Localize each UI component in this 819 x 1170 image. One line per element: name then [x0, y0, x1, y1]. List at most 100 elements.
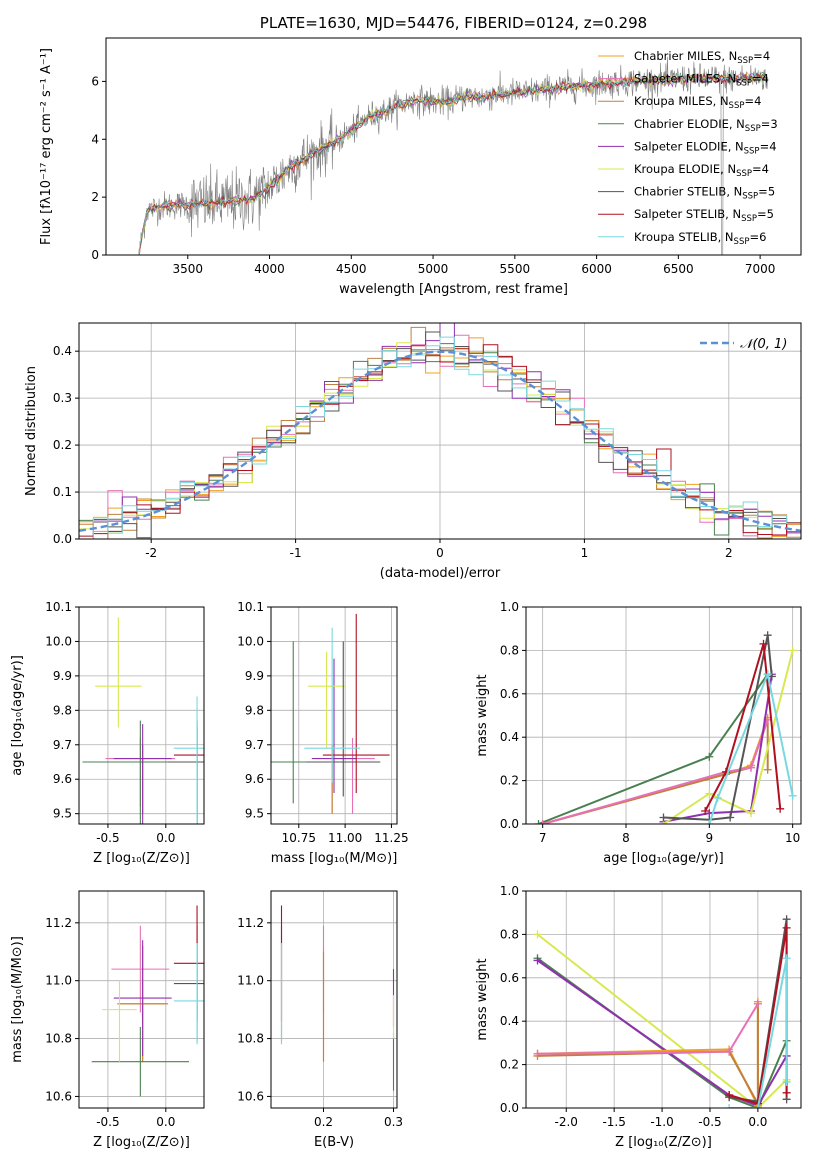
axes-frame — [270, 890, 398, 1109]
data-point — [776, 804, 785, 813]
plot-area-spectrum — [138, 56, 769, 255]
legend-name: Salpeter STELIB, N — [634, 207, 741, 221]
data-point — [763, 631, 772, 640]
y-tick-label: 10.6 — [237, 1089, 264, 1103]
plot-area-age_vs_mass — [271, 613, 390, 814]
series-line — [708, 670, 794, 824]
series-line — [536, 933, 788, 1108]
y-tick-label: 9.9 — [245, 669, 264, 683]
model-spectrum-kroupa_stelib — [138, 71, 768, 254]
y-tick-label: 6 — [91, 74, 99, 88]
series-line — [536, 959, 788, 1108]
y-axis-label: mass weight — [475, 674, 490, 756]
errorbar-kroupa_elodie — [102, 980, 137, 1062]
y-tick-label: 9.7 — [245, 738, 264, 752]
x-tick-label: 9 — [706, 831, 714, 845]
y-tick-label: 0.2 — [53, 438, 72, 452]
data-point — [782, 915, 791, 924]
data-point — [726, 813, 735, 822]
data-point — [705, 789, 714, 798]
legend-n: 5 — [767, 207, 774, 221]
axes-mass_vs_Z: -0.5 0.0 10.6 10.8 11.0 11.2 Z [log₁₀(Z/Z⊙)] ma… — [10, 890, 205, 1150]
plot-area-residuals — [79, 323, 801, 539]
data-point — [533, 930, 542, 939]
y-tick-label: 10.6 — [45, 1089, 72, 1103]
data-point — [753, 1104, 762, 1108]
y-tick-label: 0.8 — [500, 643, 519, 657]
data-point — [713, 793, 722, 802]
x-tick-label: 4500 — [336, 262, 367, 276]
x-tick-label: 11.00 — [328, 831, 362, 845]
x-tick-label: 8 — [622, 831, 630, 845]
legend-entry: Chabrier STELIB, NSSP=5 — [634, 185, 775, 202]
y-tick-label: 9.6 — [53, 772, 72, 786]
data-point — [782, 1088, 791, 1097]
legend-n: 6 — [759, 230, 766, 244]
x-tick-label: -0.5 — [698, 1115, 721, 1129]
y-tick-label: 9.9 — [53, 669, 72, 683]
y-tick-label: 0.0 — [53, 532, 72, 546]
legend-name: Chabrier STELIB, N — [634, 185, 742, 199]
series-line — [704, 643, 782, 812]
legend-n: 4 — [754, 94, 761, 108]
legend-entry: Kroupa MILES, NSSP=4 — [634, 94, 761, 111]
y-axis-label: Normed distribution — [24, 366, 39, 496]
legend-eq: = — [744, 94, 754, 108]
x-tick-label: 0.0 — [156, 1115, 175, 1129]
x-tick-label: 10.75 — [282, 831, 316, 845]
legend-sub: SSP — [745, 124, 761, 134]
errorbar-chabrier_elodie — [91, 1026, 189, 1097]
legend-name: Kroupa ELODIE, N — [634, 162, 736, 176]
errorbar-kroupa_elodie — [95, 617, 142, 728]
axes-residuals: -2 -1 0 1 2 0.0 0.1 0.2 0.3 0.4 (data-model)/error… — [24, 322, 802, 581]
errorbar-chabrier_stelib — [306, 641, 381, 797]
y-tick-label: 10.8 — [45, 1032, 72, 1046]
data-point — [725, 1104, 734, 1108]
y-tick-label: 10.8 — [237, 1032, 264, 1046]
data-point — [725, 1047, 734, 1056]
data-point — [763, 670, 772, 679]
errorbar-kroupa_elodie — [308, 651, 346, 749]
series-chabrier_stelib — [659, 631, 776, 824]
x-tick-label: 7 — [539, 831, 547, 845]
axes-frame — [78, 322, 802, 540]
legend-entry: Kroupa ELODIE, NSSP=4 — [634, 162, 769, 179]
series-line — [729, 958, 788, 1108]
errorbar-salpeter_elodie — [113, 724, 172, 824]
x-axis-label: age [log₁₀(age/yr)] — [603, 851, 724, 866]
axes-massweight_vs_age: 7 8 9 10 0.0 0.2 0.4 0.6 0.8 1.0 age [log₁₀(age/yr… — [475, 600, 802, 866]
legend-sub: SSP — [736, 79, 752, 89]
y-tick-label: 10.0 — [45, 634, 72, 648]
legend-name: Kroupa STELIB, N — [634, 230, 734, 244]
legend-sub: SSP — [729, 101, 745, 111]
axes-frame — [525, 606, 802, 825]
x-tick-label: 0.0 — [156, 831, 175, 845]
data-point — [705, 752, 714, 761]
legend-entry: Salpeter ELODIE, NSSP=4 — [634, 139, 777, 156]
normal-curve — [79, 350, 801, 532]
series-line — [537, 1003, 759, 1055]
y-tick-label: 11.2 — [237, 916, 264, 930]
data-point — [782, 923, 791, 932]
x-tick-label: -1.0 — [650, 1115, 673, 1129]
data-point — [538, 820, 547, 824]
y-tick-label: 0.6 — [500, 971, 519, 985]
errorbar-salpeter_miles — [330, 737, 375, 814]
errorbar-kroupa_stelib — [173, 943, 204, 1045]
data-point — [759, 639, 768, 648]
legend-n: 4 — [763, 49, 770, 63]
x-axis-label: mass [log₁₀(M/M⊙)] — [271, 851, 398, 866]
x-tick-label: 1 — [581, 546, 589, 560]
y-tick-label: 0.4 — [53, 344, 72, 358]
legend-entry: Chabrier ELODIE, NSSP=3 — [634, 117, 778, 134]
y-axis-label: age [log₁₀(age/yr)] — [10, 655, 25, 776]
y-tick-label: 0.2 — [500, 1058, 519, 1072]
series-line — [663, 674, 773, 823]
errorbar-salpeter_stelib — [322, 613, 390, 793]
data-point — [534, 820, 543, 824]
y-tick-label: 11.0 — [45, 974, 72, 988]
legend-eq: = — [753, 49, 763, 63]
x-tick-label: 0 — [436, 546, 444, 560]
data-point — [747, 809, 755, 818]
